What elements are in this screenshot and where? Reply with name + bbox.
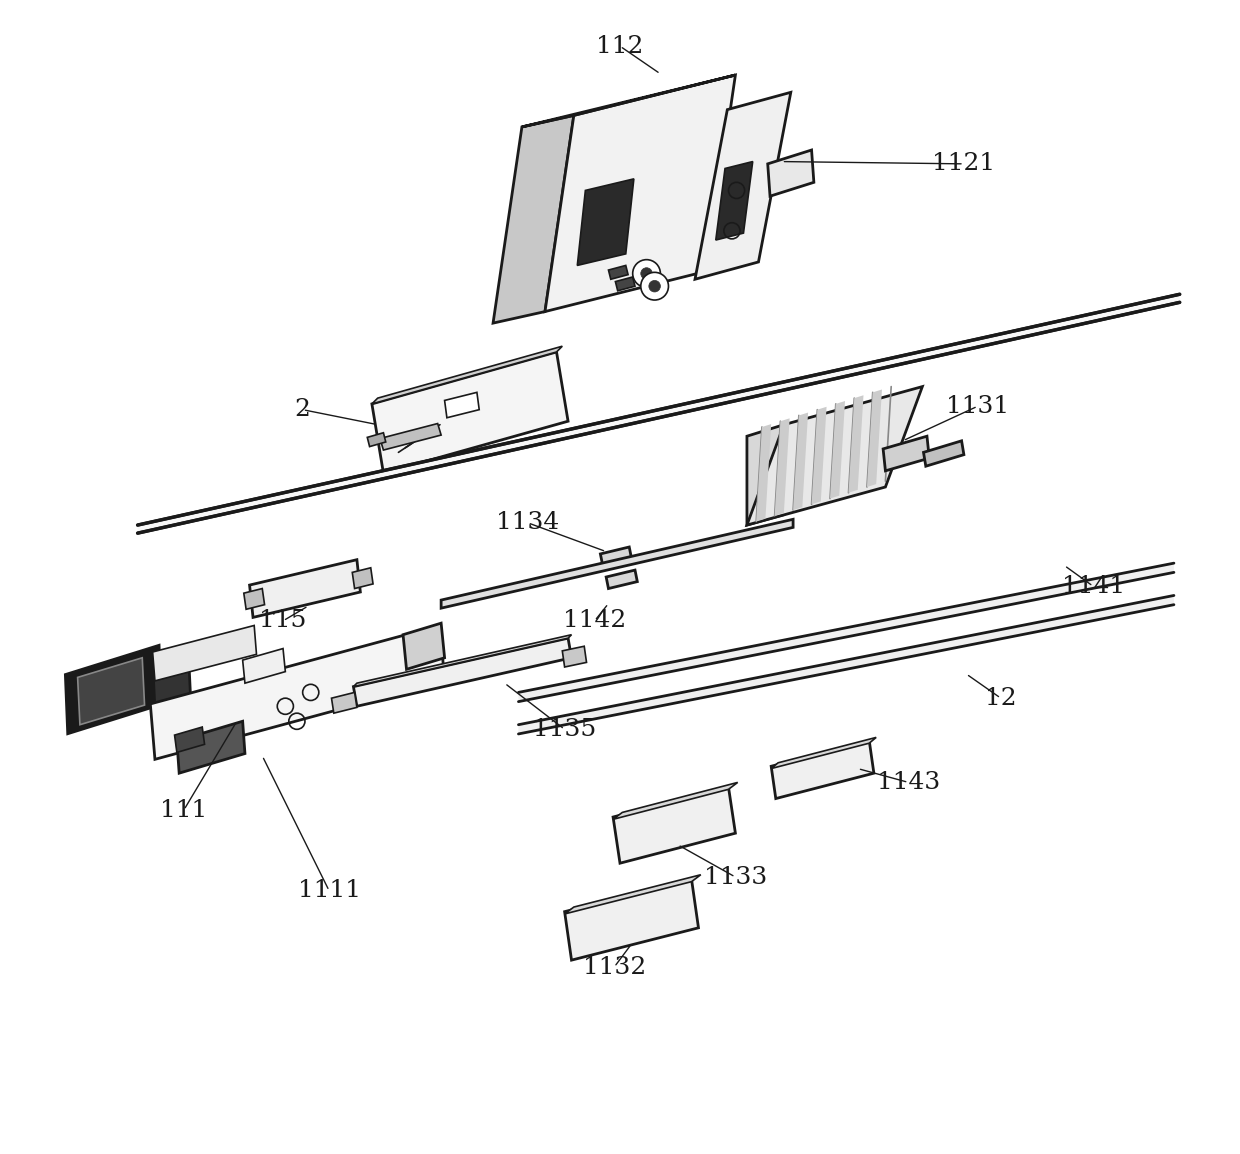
Text: 1121: 1121 <box>932 152 996 175</box>
Polygon shape <box>609 265 629 279</box>
Text: 111: 111 <box>160 799 207 822</box>
Polygon shape <box>331 692 357 713</box>
Text: 1135: 1135 <box>533 718 596 741</box>
Polygon shape <box>244 589 264 609</box>
Polygon shape <box>924 441 963 466</box>
Text: 1132: 1132 <box>583 956 646 979</box>
Polygon shape <box>715 162 753 240</box>
Circle shape <box>632 260 661 287</box>
Polygon shape <box>613 782 738 819</box>
Text: 112: 112 <box>596 35 644 58</box>
Polygon shape <box>562 646 587 667</box>
Polygon shape <box>518 595 1174 734</box>
Polygon shape <box>848 395 863 493</box>
Polygon shape <box>546 75 735 312</box>
Polygon shape <box>746 387 923 525</box>
Polygon shape <box>564 879 698 960</box>
Polygon shape <box>372 346 562 404</box>
Polygon shape <box>768 150 813 196</box>
Polygon shape <box>756 425 771 522</box>
Polygon shape <box>694 92 791 279</box>
Polygon shape <box>615 277 635 291</box>
Polygon shape <box>600 547 631 565</box>
Polygon shape <box>606 570 637 589</box>
Text: 2: 2 <box>295 398 310 421</box>
Polygon shape <box>66 646 161 733</box>
Polygon shape <box>153 652 191 710</box>
Polygon shape <box>243 649 285 683</box>
Polygon shape <box>578 179 634 265</box>
Polygon shape <box>494 115 574 323</box>
Text: 1134: 1134 <box>496 511 559 534</box>
Polygon shape <box>153 625 257 681</box>
Polygon shape <box>150 625 445 759</box>
Circle shape <box>649 280 661 292</box>
Polygon shape <box>353 635 572 687</box>
Polygon shape <box>441 519 794 608</box>
Polygon shape <box>613 787 735 863</box>
Text: 1143: 1143 <box>877 771 940 794</box>
Polygon shape <box>367 433 386 447</box>
Text: 12: 12 <box>985 687 1017 710</box>
Polygon shape <box>522 75 735 127</box>
Polygon shape <box>564 875 701 914</box>
Text: 1111: 1111 <box>298 879 361 902</box>
Polygon shape <box>353 638 572 706</box>
Polygon shape <box>249 560 361 617</box>
Polygon shape <box>811 407 827 504</box>
Polygon shape <box>445 392 479 418</box>
Text: 1142: 1142 <box>563 609 626 632</box>
Text: 1141: 1141 <box>1061 575 1125 598</box>
Circle shape <box>641 268 652 279</box>
Polygon shape <box>775 419 790 516</box>
Polygon shape <box>379 424 441 450</box>
Polygon shape <box>518 563 1174 702</box>
Polygon shape <box>883 436 929 471</box>
Polygon shape <box>771 741 874 799</box>
Circle shape <box>641 272 668 300</box>
Polygon shape <box>352 568 373 589</box>
Polygon shape <box>771 737 877 769</box>
Polygon shape <box>746 425 784 525</box>
Text: 1131: 1131 <box>946 395 1009 418</box>
Polygon shape <box>794 413 808 510</box>
Polygon shape <box>175 727 205 752</box>
Polygon shape <box>403 623 445 669</box>
Polygon shape <box>372 352 568 473</box>
Polygon shape <box>78 658 145 725</box>
Text: 1133: 1133 <box>704 866 768 889</box>
Polygon shape <box>177 721 246 773</box>
Polygon shape <box>867 390 882 487</box>
Polygon shape <box>830 402 844 499</box>
Polygon shape <box>138 294 1179 533</box>
Text: 115: 115 <box>259 609 306 632</box>
